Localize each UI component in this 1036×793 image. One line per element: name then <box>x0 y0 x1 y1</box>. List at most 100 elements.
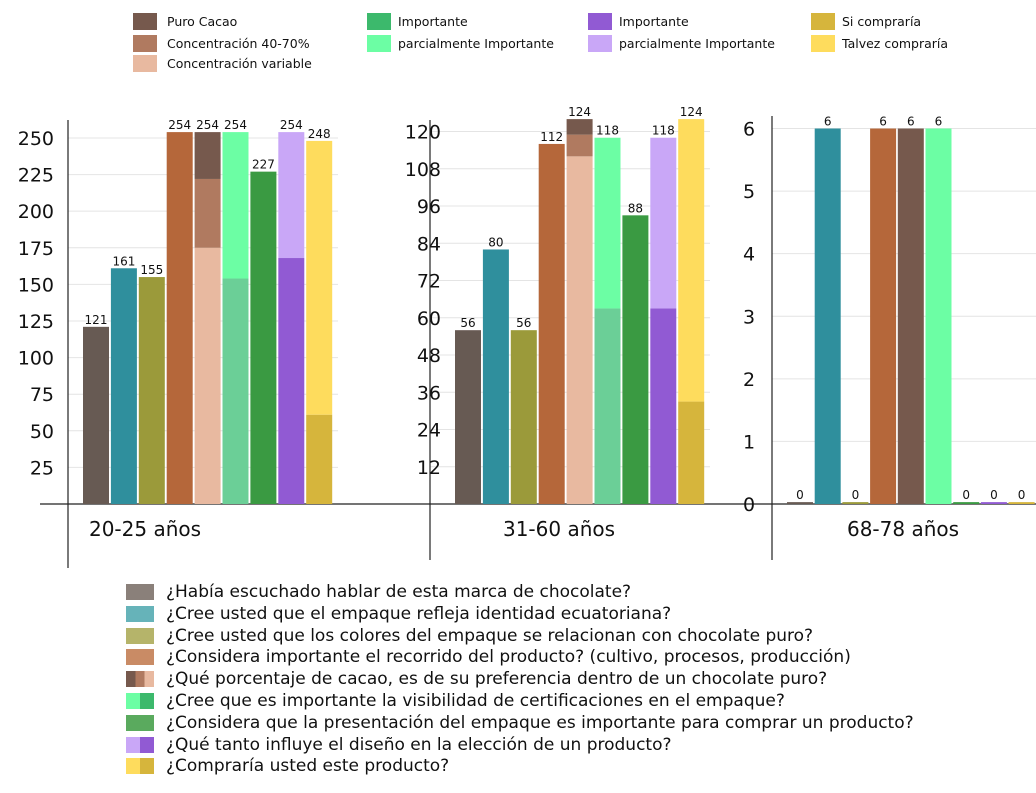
data-label: 6 <box>824 115 832 129</box>
legend-swatch <box>126 693 154 709</box>
data-label: 80 <box>488 235 503 249</box>
legend-item: ¿Había escuchado hablar de esta marca de… <box>126 582 631 602</box>
data-label: 118 <box>652 124 675 138</box>
data-label: 254 <box>224 118 247 132</box>
y-tick-label: 3 <box>743 306 755 328</box>
bar-segment <box>194 247 221 504</box>
bar-segment <box>222 132 249 279</box>
data-label: 0 <box>962 488 970 502</box>
top-legend-label: parcialmente Importante <box>398 36 554 51</box>
data-label: 124 <box>680 105 703 119</box>
bar-segment <box>622 215 649 504</box>
legend-item: ¿Cree que es importante la visibilidad d… <box>126 691 785 711</box>
bar-segment <box>278 132 305 259</box>
data-label: 254 <box>280 118 303 132</box>
bar-segment <box>870 128 897 505</box>
data-label: 118 <box>596 124 619 138</box>
y-tick-label: 25 <box>30 457 54 479</box>
bar-segment <box>566 134 593 157</box>
bar-segment <box>455 330 481 504</box>
legend-label: ¿Qué tanto influye el diseño en la elecc… <box>166 734 672 755</box>
y-tick-label: 72 <box>417 271 441 293</box>
y-tick-label: 108 <box>405 159 441 181</box>
legend-swatch <box>126 627 154 644</box>
y-tick-label: 75 <box>30 384 54 406</box>
top-legend-swatch <box>811 13 835 30</box>
data-label: 124 <box>568 105 591 119</box>
legend-label: ¿Compraría usted este producto? <box>166 756 450 777</box>
y-tick-label: 5 <box>743 181 755 203</box>
bar-segment <box>1008 502 1035 504</box>
legend-item: ¿Qué porcentaje de cacao, es de su prefe… <box>126 669 827 689</box>
bar-segment <box>278 258 305 504</box>
bar-segment <box>594 137 621 309</box>
data-label: 0 <box>1018 488 1026 502</box>
y-tick-label: 2 <box>743 369 755 391</box>
bar-segment <box>814 128 841 505</box>
y-tick-label: 6 <box>743 119 755 141</box>
bar-segment <box>787 502 813 504</box>
y-tick-label: 125 <box>18 311 54 333</box>
top-legend-swatch <box>811 35 835 52</box>
legend-label: ¿Considera que la presentación del empaq… <box>166 712 914 733</box>
y-tick-label: 84 <box>417 233 441 255</box>
top-legend-label: Importante <box>619 14 689 29</box>
y-tick-label: 0 <box>743 494 755 516</box>
data-label: 227 <box>252 158 275 172</box>
bar-segment <box>306 414 333 504</box>
legend-label: ¿Qué porcentaje de cacao, es de su prefe… <box>166 669 828 690</box>
top-legend-swatch <box>133 35 157 52</box>
bar-segment <box>925 128 952 505</box>
data-label: 254 <box>168 118 191 132</box>
data-label: 6 <box>935 115 943 129</box>
bar-segment <box>678 401 705 504</box>
bar-segment <box>980 502 1007 504</box>
bar-segment <box>222 278 249 504</box>
legend-item: ¿Considera que la presentación del empaq… <box>126 713 914 733</box>
top-legend-label: Si compraría <box>842 14 921 29</box>
top-legend-label: parcialmente Importante <box>619 36 775 51</box>
bar-segment <box>510 330 537 504</box>
group-label: 31-60 años <box>503 517 615 541</box>
legend-swatch <box>126 584 154 600</box>
bar-segment <box>138 277 165 504</box>
group-label: 20-25 años <box>89 517 201 541</box>
top-legend-label: Concentración variable <box>167 56 312 71</box>
top-legend-swatch <box>367 13 391 30</box>
bar-segment <box>482 249 509 504</box>
y-tick-label: 120 <box>405 122 441 144</box>
y-tick-label: 200 <box>18 201 54 223</box>
y-tick-label: 1 <box>743 431 755 453</box>
legend-swatch <box>126 758 154 775</box>
legend-swatch <box>126 649 154 666</box>
bar-segment <box>897 128 924 505</box>
y-tick-label: 48 <box>417 345 441 367</box>
y-tick-label: 250 <box>18 128 54 150</box>
bar-segment <box>566 156 593 505</box>
data-label: 155 <box>140 263 163 277</box>
bar-segment <box>110 268 137 504</box>
bar-segment <box>842 502 869 504</box>
bar-segment <box>650 308 677 504</box>
legend-swatch <box>126 671 154 688</box>
data-label: 112 <box>540 130 563 144</box>
bar-segment <box>250 171 277 504</box>
bar-segment <box>538 143 565 504</box>
y-tick-label: 175 <box>18 238 54 260</box>
data-label: 6 <box>907 115 915 129</box>
y-tick-label: 96 <box>417 196 441 218</box>
data-label: 248 <box>308 127 331 141</box>
top-legend-label: Talvez compraría <box>841 36 948 51</box>
top-legend-swatch <box>133 55 157 72</box>
y-tick-label: 60 <box>417 308 441 330</box>
bar-segment <box>953 502 980 504</box>
bar-segment <box>678 119 705 402</box>
bar-segment <box>594 308 621 504</box>
legend-swatch <box>126 714 154 731</box>
top-legend-label: Puro Cacao <box>167 14 237 29</box>
bar-segment <box>650 137 677 309</box>
top-legend-label: Importante <box>398 14 468 29</box>
top-legend-swatch <box>133 13 157 30</box>
group-label: 68-78 años <box>847 517 959 541</box>
bar-segment <box>194 178 221 248</box>
